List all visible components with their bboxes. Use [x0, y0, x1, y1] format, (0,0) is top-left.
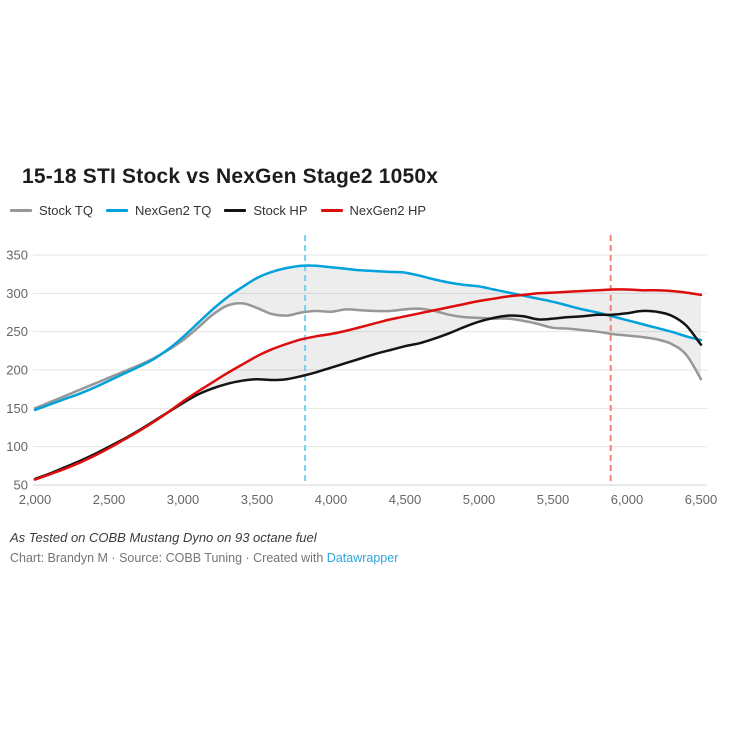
x-tick-label: 4,500: [389, 492, 422, 507]
legend-line-sample: [320, 209, 343, 212]
chart-title: 15-18 STI Stock vs NexGen Stage2 1050x: [22, 165, 439, 188]
y-tick-label: 300: [6, 286, 28, 301]
y-tick-label: 50: [14, 478, 28, 493]
y-tick-label: 100: [6, 439, 28, 454]
legend-item: Stock TQ: [10, 203, 93, 218]
dyno-line-chart: 50 100 150 200 250 300 350 2,000 2,500 3,000 3,500…: [6, 235, 718, 507]
legend-item: Stock HP: [224, 203, 308, 218]
datawrapper-link[interactable]: Datawrapper: [326, 551, 399, 565]
y-tick-label: 200: [6, 363, 28, 378]
x-tick-label: 5,500: [537, 492, 570, 507]
x-tick-label: 6,000: [611, 492, 644, 507]
legend-line-sample: [10, 209, 32, 212]
x-tick-label: 2,500: [93, 492, 126, 507]
y-tick-label: 350: [6, 248, 28, 263]
legend-item: NexGen2 TQ: [105, 203, 212, 218]
legend-label: NexGen2 HP: [349, 203, 427, 218]
y-tick-label: 150: [6, 401, 28, 416]
x-tick-label: 2,000: [19, 492, 52, 507]
legend-label: Stock TQ: [39, 203, 93, 218]
gain-band: [35, 289, 701, 480]
chart-note: As Tested on COBB Mustang Dyno on 93 oct…: [10, 530, 317, 545]
legend-line-sample: [105, 209, 128, 212]
x-tick-label: 3,000: [167, 492, 200, 507]
legend-line-sample: [224, 209, 247, 212]
x-tick-label: 3,500: [241, 492, 274, 507]
chart-byline: Chart: Brandyn M · Source: COBB Tuning ·…: [10, 551, 398, 565]
legend-label: NexGen2 TQ: [134, 203, 212, 218]
x-tick-label: 4,000: [315, 492, 348, 507]
legend-item: NexGen2 HP: [320, 203, 427, 218]
y-tick-label: 250: [6, 324, 28, 339]
series-line-nexgen2-tq: [33, 264, 703, 412]
x-tick-label: 6,500: [685, 492, 718, 507]
byline-text: Chart: Brandyn M · Source: COBB Tuning ·…: [10, 551, 327, 565]
legend-label: Stock HP: [253, 203, 308, 218]
legend: Stock TQ NexGen2 TQ Stock HP NexGen2 HP: [10, 203, 426, 218]
x-tick-label: 5,000: [463, 492, 496, 507]
series-line-nexgen2-hp: [33, 288, 703, 481]
